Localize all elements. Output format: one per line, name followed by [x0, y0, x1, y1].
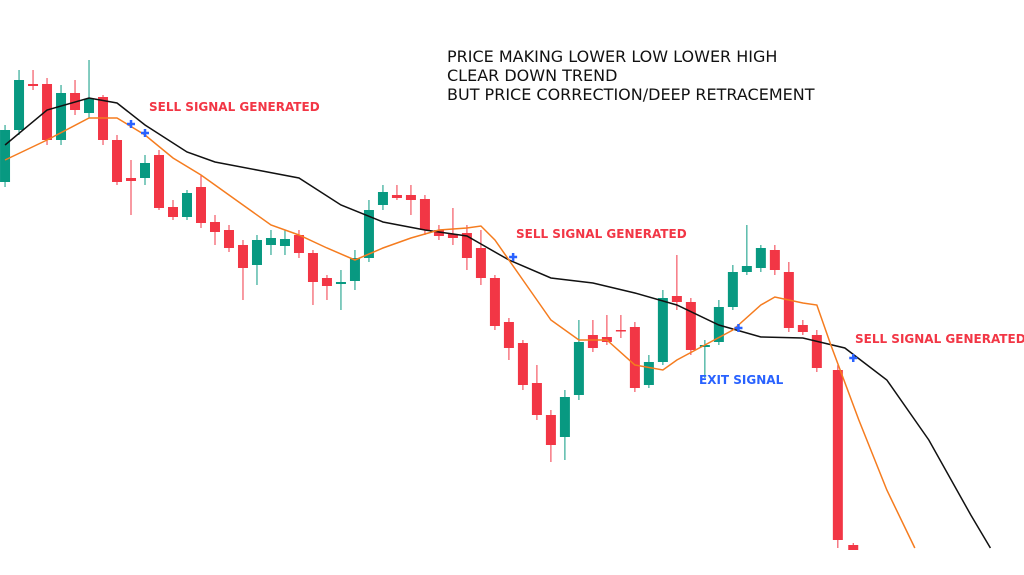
- signal-marker: [509, 253, 518, 261]
- candle-body: [237, 245, 248, 268]
- candle-body: [42, 84, 53, 140]
- candle-body: [447, 234, 458, 238]
- candle-body: [475, 248, 486, 278]
- candle-body: [699, 345, 710, 347]
- candle-body: [685, 302, 696, 350]
- candle-body: [28, 84, 39, 86]
- candle-body: [349, 258, 360, 281]
- candle-body: [797, 325, 808, 332]
- signal-marker: [849, 354, 858, 362]
- plot: [0, 60, 992, 550]
- candle-body: [587, 335, 598, 348]
- candle-body: [223, 230, 234, 248]
- candle-body: [181, 193, 192, 217]
- candle-body: [391, 195, 402, 198]
- candle-body: [154, 155, 165, 208]
- candle-body: [629, 327, 640, 388]
- candle-body: [671, 296, 682, 302]
- candle-body: [489, 278, 500, 326]
- candle-body: [657, 298, 668, 362]
- candle-body: [727, 272, 738, 307]
- candle-body: [14, 80, 25, 130]
- candle-body: [517, 343, 528, 385]
- signal-marker: [127, 120, 136, 128]
- moving-average: [4, 97, 992, 549]
- candle-body: [531, 383, 542, 415]
- candle-body: [573, 342, 584, 395]
- candle-body: [545, 415, 556, 445]
- annotation: CLEAR DOWN TREND: [447, 66, 617, 85]
- candle-body: [265, 238, 276, 245]
- candle-body: [559, 397, 570, 437]
- candle-body: [251, 240, 262, 265]
- moving-average: [4, 117, 916, 549]
- candle-body: [84, 99, 95, 113]
- candle-body: [832, 370, 843, 540]
- candle-body: [503, 322, 514, 348]
- candle-body: [615, 330, 626, 332]
- candle-body: [377, 192, 388, 205]
- candle-body: [419, 199, 430, 230]
- signal-label: SELL SIGNAL GENERATED: [149, 100, 320, 114]
- candle-body: [405, 195, 416, 200]
- candle-body: [741, 266, 752, 272]
- candle-body: [56, 93, 67, 140]
- candle-body: [140, 163, 151, 178]
- candle-body: [769, 250, 780, 270]
- candle-body: [433, 230, 444, 236]
- candle-body: [167, 207, 178, 217]
- candle-body: [209, 222, 220, 232]
- signal-label: SELL SIGNAL GENERATED: [516, 227, 687, 241]
- candle-body: [195, 187, 206, 223]
- signal-marker: [141, 129, 150, 137]
- signal-marker: [734, 324, 743, 332]
- candle-body: [279, 239, 290, 246]
- candle-body: [293, 235, 304, 253]
- candle-body: [848, 545, 859, 550]
- candle-body: [363, 210, 374, 258]
- candle-body: [307, 253, 318, 282]
- annotation: PRICE MAKING LOWER LOW LOWER HIGH: [447, 47, 777, 66]
- candle-body: [811, 335, 822, 368]
- signal-label: EXIT SIGNAL: [699, 373, 784, 387]
- candle-body: [321, 278, 332, 286]
- annotation: BUT PRICE CORRECTION/DEEP RETRACEMENT: [447, 85, 815, 104]
- signal-label: SELL SIGNAL GENERATED: [855, 332, 1024, 346]
- candle-body: [126, 178, 137, 181]
- candle-body: [0, 130, 11, 182]
- candle-body: [461, 233, 472, 258]
- candle-body: [112, 140, 123, 182]
- candle-body: [335, 282, 346, 284]
- candle-body: [755, 248, 766, 268]
- candle-body: [643, 362, 654, 385]
